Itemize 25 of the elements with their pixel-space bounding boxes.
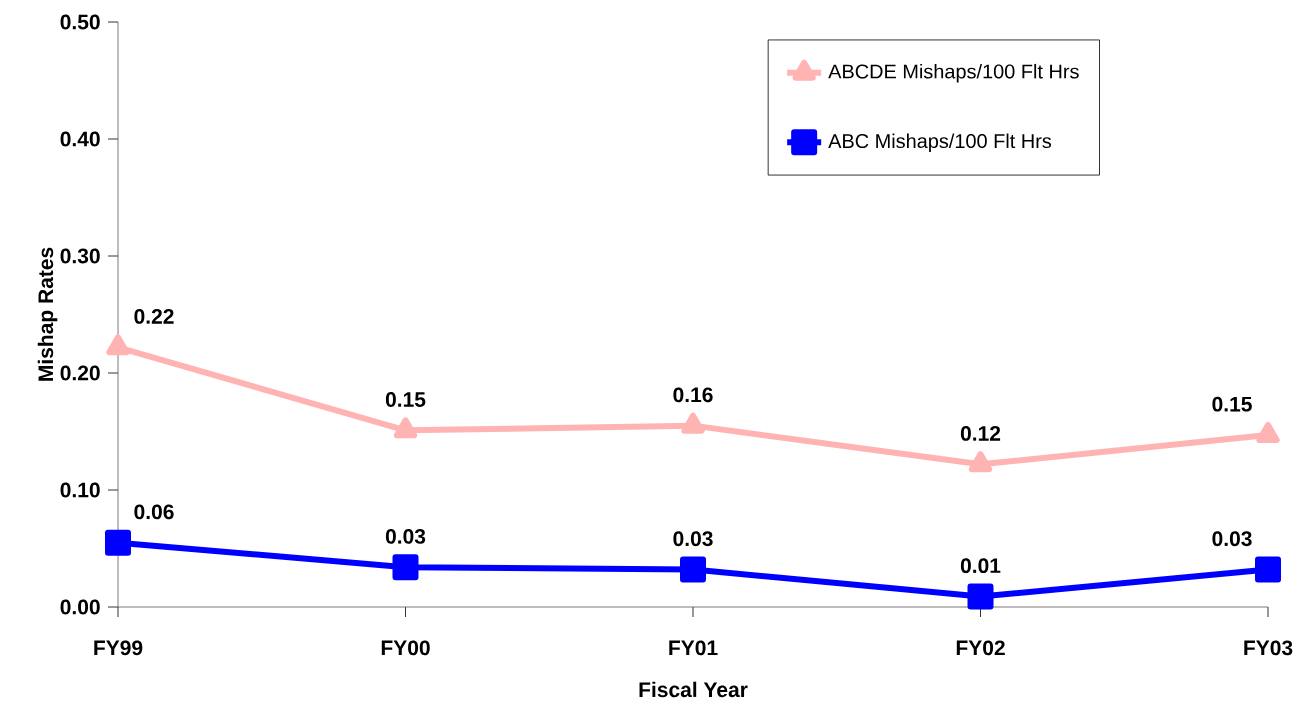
data-label: 0.03	[673, 531, 713, 547]
data-label: 0.06	[134, 504, 174, 520]
x-tick-label: FY03	[1244, 640, 1293, 656]
x-tick-label: FY00	[381, 640, 430, 656]
data-label: 0.01	[960, 558, 1001, 574]
x-tick-label: FY02	[956, 640, 1005, 656]
y-tick-label: 0.00	[60, 599, 100, 615]
data-label: 0.03	[1212, 531, 1252, 547]
data-label: 0.15	[1212, 396, 1252, 412]
x-axis-title: Fiscal Year	[639, 681, 748, 698]
data-label: 0.16	[673, 387, 713, 403]
data-label: 0.12	[960, 426, 1001, 441]
data-label: 0.15	[385, 392, 426, 407]
data-label: 0.03	[385, 528, 426, 544]
y-tick-label: 0.30	[60, 248, 100, 264]
x-tick-label: FY01	[669, 640, 718, 656]
y-tick-label: 0.20	[60, 365, 100, 381]
legend-label: ABCDE Mishaps/100 Flt Hrs	[828, 63, 1079, 83]
y-tick-label: 0.10	[60, 482, 100, 498]
y-axis-title: Mishap Rates	[37, 247, 58, 381]
x-tick-label: FY99	[94, 640, 143, 656]
data-label: 0.22	[134, 309, 174, 324]
y-tick-label: 0.50	[60, 14, 100, 30]
y-tick-label: 0.40	[60, 131, 100, 147]
legend-label: ABC Mishaps/100 Flt Hrs	[828, 133, 1052, 153]
